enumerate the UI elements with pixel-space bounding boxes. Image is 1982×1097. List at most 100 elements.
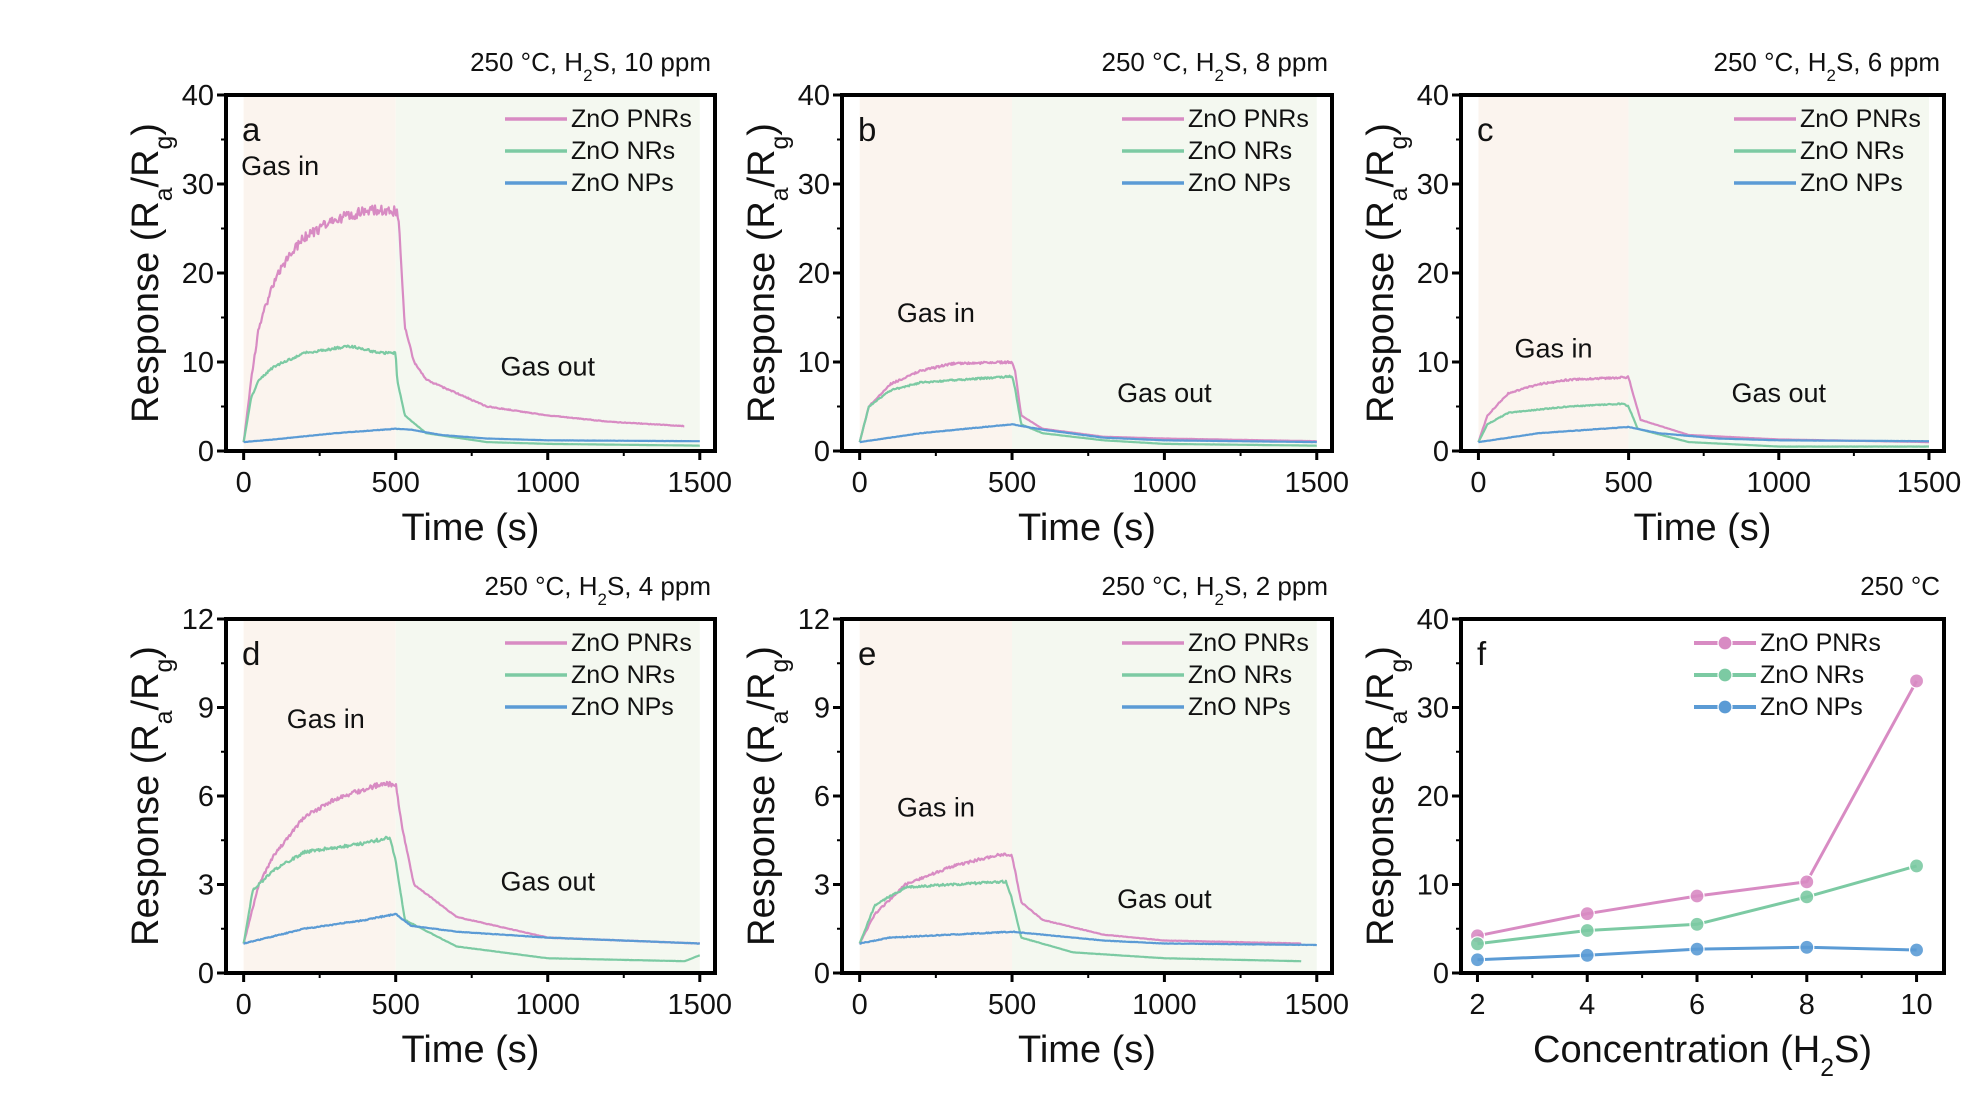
data-point bbox=[1689, 941, 1705, 957]
y-tick-label: 10 bbox=[798, 347, 830, 379]
x-tick-label: 0 bbox=[1470, 467, 1486, 499]
y-tick-label: 0 bbox=[198, 958, 214, 990]
panel-b: 0 10 20 30 40 0 500 1000 1500 Time (s) Response (R… bbox=[741, 47, 1349, 549]
gas-in-region bbox=[859, 619, 1013, 973]
series-line-zno-nps bbox=[243, 912, 701, 945]
y-tick-label: 40 bbox=[798, 80, 830, 112]
y-tick-label: 3 bbox=[198, 870, 214, 902]
x-tick-label: 1500 bbox=[1897, 467, 1962, 499]
series-line-zno-pnrs bbox=[242, 204, 685, 443]
data-point bbox=[1799, 874, 1815, 890]
y-tick-label: 30 bbox=[1417, 169, 1449, 201]
data-point bbox=[1689, 916, 1705, 932]
series-line-zno-nrs bbox=[1477, 864, 1918, 946]
legend-marker bbox=[1717, 699, 1733, 715]
y-tick-label: 12 bbox=[798, 604, 830, 636]
y-tick-label: 10 bbox=[1417, 870, 1449, 902]
y-tick-label: 40 bbox=[1417, 604, 1449, 636]
y-tick-label: 30 bbox=[1417, 693, 1449, 725]
x-tick-label: 500 bbox=[988, 989, 1036, 1021]
legend-marker bbox=[1717, 635, 1733, 651]
series-line-zno-nrs bbox=[858, 879, 1302, 963]
legend-label: ZnO NPs bbox=[1188, 693, 1291, 721]
gas-out-label: Gas out bbox=[1732, 378, 1827, 408]
gas-in-region bbox=[1478, 95, 1629, 451]
x-axis-title: Time (s) bbox=[402, 507, 540, 549]
gas-in-label: Gas in bbox=[1514, 334, 1592, 364]
panel-letter: b bbox=[858, 111, 876, 148]
y-tick-label: 20 bbox=[1417, 258, 1449, 290]
data-point bbox=[1689, 888, 1705, 904]
data-point bbox=[1579, 922, 1595, 939]
x-axis-title: Time (s) bbox=[1018, 1029, 1156, 1071]
panel-letter: d bbox=[242, 635, 260, 672]
data-point bbox=[1799, 889, 1815, 905]
gas-out-label: Gas out bbox=[500, 866, 595, 896]
y-tick-label: 30 bbox=[182, 169, 214, 201]
x-axis-title: Time (s) bbox=[1018, 507, 1156, 549]
y-tick-label: 3 bbox=[814, 870, 830, 902]
legend-label: ZnO NRs bbox=[571, 137, 675, 165]
data-point bbox=[1908, 673, 1925, 689]
x-tick-label: 6 bbox=[1689, 989, 1705, 1021]
legend-label: ZnO NRs bbox=[1760, 661, 1864, 689]
y-tick-label: 6 bbox=[814, 781, 830, 813]
legend-label: ZnO NRs bbox=[1800, 137, 1904, 165]
gas-out-label: Gas out bbox=[500, 351, 595, 381]
gas-in-region bbox=[859, 95, 1013, 451]
gas-out-label: Gas out bbox=[1117, 378, 1212, 408]
gas-in-label: Gas in bbox=[287, 704, 365, 734]
data-point bbox=[1799, 939, 1815, 955]
panel-title: 250 °C, H2S, 4 ppm bbox=[485, 571, 711, 609]
x-tick-label: 10 bbox=[1900, 989, 1932, 1021]
panel-letter: f bbox=[1477, 635, 1487, 672]
panel-title: 250 °C, H2S, 10 ppm bbox=[470, 47, 711, 85]
data-point bbox=[1579, 947, 1595, 963]
legend-label: ZnO PNRs bbox=[1188, 105, 1309, 133]
series-line-zno-nrs bbox=[242, 344, 700, 447]
legend-label: ZnO NPs bbox=[571, 169, 674, 197]
series-line-zno-nps bbox=[243, 427, 700, 444]
legend-label: ZnO NPs bbox=[571, 693, 674, 721]
series-line-zno-nps bbox=[1478, 425, 1930, 444]
x-tick-label: 500 bbox=[371, 467, 419, 499]
panel-e: 0 3 6 9 12 0 500 1000 1500 Time (s) Response (Ra/R… bbox=[741, 571, 1349, 1071]
y-axis-title: Response (Ra/Rg) bbox=[741, 123, 794, 423]
gas-out-region bbox=[1012, 619, 1317, 973]
y-tick-label: 0 bbox=[1433, 958, 1449, 990]
y-axis-title: Response (Ra/Rg) bbox=[125, 646, 178, 946]
data-point bbox=[1469, 936, 1486, 952]
y-tick-label: 0 bbox=[814, 436, 830, 468]
panel-title: 250 °C, H2S, 6 ppm bbox=[1714, 47, 1940, 85]
x-tick-label: 1500 bbox=[668, 467, 733, 499]
panel-a: 0 10 20 30 40 0 500 1000 1500 Time (s) Response (R… bbox=[125, 47, 732, 549]
x-axis-title: Time (s) bbox=[402, 1029, 540, 1071]
gas-in-label: Gas in bbox=[897, 793, 975, 823]
panel-title: 250 °C, H2S, 8 ppm bbox=[1102, 47, 1328, 85]
gas-in-label: Gas in bbox=[241, 151, 319, 181]
x-tick-label: 8 bbox=[1799, 989, 1815, 1021]
x-tick-label: 1000 bbox=[1132, 467, 1197, 499]
series-line-zno-nrs bbox=[1477, 402, 1930, 448]
x-tick-label: 500 bbox=[988, 467, 1036, 499]
gas-in-region bbox=[243, 95, 396, 451]
series-line-zno-pnrs bbox=[858, 852, 1302, 945]
y-tick-label: 10 bbox=[1417, 347, 1449, 379]
y-tick-label: 40 bbox=[182, 80, 214, 112]
series-line-zno-nrs bbox=[858, 374, 1317, 447]
y-tick-label: 6 bbox=[198, 781, 214, 813]
y-tick-label: 30 bbox=[798, 169, 830, 201]
panel-letter: a bbox=[242, 111, 261, 148]
series-line-zno-nps bbox=[859, 930, 1317, 947]
panel-d: 0 3 6 9 12 0 500 1000 1500 Time (s) Response (Ra/R… bbox=[125, 571, 732, 1071]
panel-title: 250 °C bbox=[1860, 571, 1940, 601]
data-point bbox=[1469, 952, 1486, 968]
legend-label: ZnO PNRs bbox=[1188, 629, 1309, 657]
y-tick-label: 9 bbox=[814, 693, 830, 725]
x-tick-label: 1000 bbox=[515, 989, 580, 1021]
x-tick-label: 0 bbox=[236, 467, 252, 499]
gas-out-region bbox=[395, 95, 700, 451]
legend-label: ZnO NPs bbox=[1800, 169, 1903, 197]
y-axis-title: Response (Ra/Rg) bbox=[741, 646, 794, 946]
